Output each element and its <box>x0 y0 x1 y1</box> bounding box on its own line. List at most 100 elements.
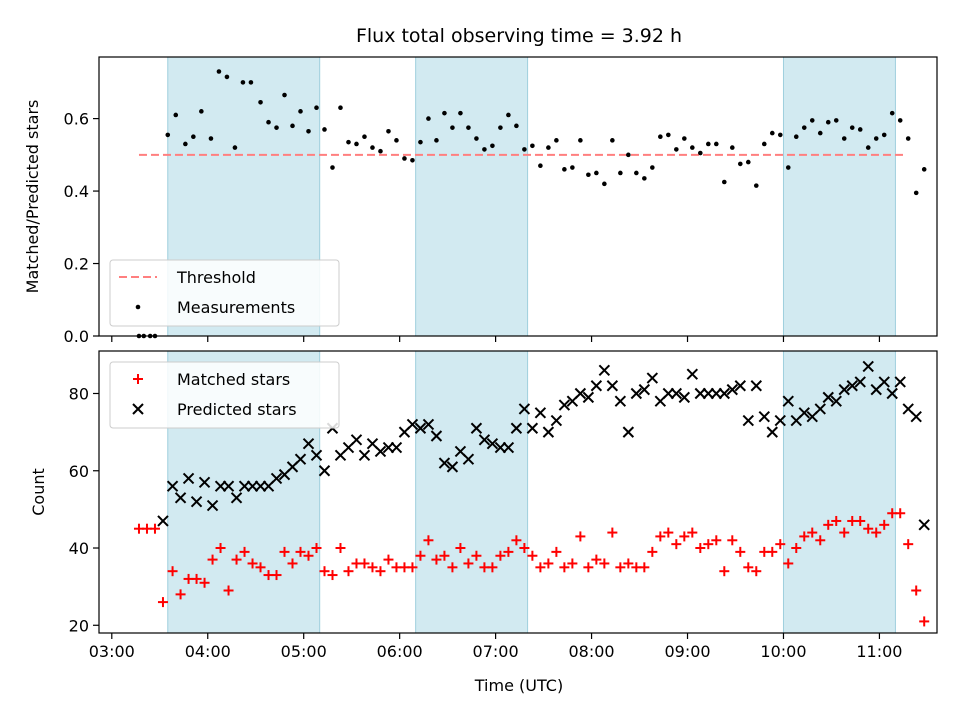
predicted-star-point-59 <box>630 387 643 400</box>
measurement-point-38 <box>442 110 447 116</box>
predicted-x-b <box>318 465 331 477</box>
measurement-point-31 <box>386 128 391 134</box>
matched-star-point-88 <box>839 527 850 538</box>
predicted-x-b <box>198 476 211 489</box>
matched-star-point-51 <box>543 558 554 569</box>
predicted-star-point-64 <box>670 387 683 400</box>
measurement-point-4 <box>165 132 171 138</box>
legend-predicted-handle-b <box>132 403 144 415</box>
predicted-star-point-38 <box>462 453 475 465</box>
predicted-star-point-32 <box>414 422 427 434</box>
matched-star-point-29 <box>367 562 378 573</box>
bottom-legend-box <box>109 361 340 429</box>
predicted-x-b <box>830 395 842 407</box>
measurement-point-9 <box>208 136 214 141</box>
matched-star-point-19 <box>287 558 298 569</box>
x-tick-label-2: 05:00 <box>281 642 327 661</box>
matched-star-point-46 <box>503 546 514 557</box>
matched-star-point-70 <box>695 543 706 554</box>
measurement-point-18 <box>282 92 287 98</box>
predicted-star-point-76 <box>766 426 778 438</box>
predicted-star-point-49 <box>550 414 563 427</box>
measurement-point-37 <box>434 138 439 143</box>
predicted-star-point-33 <box>422 418 435 431</box>
predicted-star-point-8 <box>222 480 235 492</box>
measurement-point-85 <box>817 130 823 136</box>
predicted-x-b <box>814 403 826 415</box>
matched-star-point-3 <box>157 597 168 608</box>
matched-star-point-48 <box>519 543 530 554</box>
matched-star-point-52 <box>551 546 562 557</box>
predicted-star-point-75 <box>758 410 770 423</box>
measurement-point-54 <box>570 165 575 170</box>
predicted-star-point-92 <box>894 376 906 388</box>
matched-star-point-85 <box>815 535 826 546</box>
matched-star-point-61 <box>623 558 634 569</box>
matched-star-point-72 <box>711 535 722 546</box>
predicted-x-b <box>454 445 467 458</box>
measurement-point-60 <box>618 170 623 176</box>
predicted-x-b <box>782 395 794 407</box>
predicted-star-point-47 <box>534 407 547 419</box>
predicted-x-b <box>446 461 459 473</box>
measurement-point-80 <box>777 132 783 138</box>
matched-star-point-90 <box>855 515 866 526</box>
bottom-y-tick-label-0: 20 <box>69 616 89 635</box>
predicted-star-point-66 <box>686 368 699 380</box>
measurement-point-71 <box>706 141 711 147</box>
predicted-x-b <box>726 383 739 396</box>
matched-star-point-28 <box>359 558 370 569</box>
predicted-star-point-86 <box>846 380 858 392</box>
matched-star-point-63 <box>639 562 650 573</box>
measurement-point-22 <box>314 105 319 111</box>
matched-star-point-79 <box>767 546 778 557</box>
matched-star-point-97 <box>911 585 922 596</box>
matched-star-point-96 <box>903 539 914 550</box>
predicted-star-point-9 <box>230 492 243 504</box>
measurement-point-68 <box>682 136 687 141</box>
matched-star-point-24 <box>327 570 338 581</box>
measurement-point-58 <box>602 181 607 187</box>
matched-star-point-13 <box>239 546 250 557</box>
predicted-star-point-43 <box>502 441 515 454</box>
predicted-star-point-45 <box>518 403 531 415</box>
predicted-x-b <box>838 383 850 396</box>
top-legend: Threshold Measurements <box>109 259 340 327</box>
measurement-point-24 <box>330 165 335 170</box>
predicted-x-b <box>422 418 435 431</box>
predicted-x-b <box>750 380 762 392</box>
measurement-point-86 <box>825 119 831 125</box>
x-axis-label: Time (UTC) <box>474 676 563 695</box>
x-tick-label-7: 10:00 <box>760 642 806 661</box>
measurement-point-13 <box>240 80 246 85</box>
measurement-point-93 <box>881 132 887 138</box>
predicted-star-point-58 <box>622 426 635 438</box>
predicted-star-point-48 <box>542 426 555 438</box>
predicted-star-point-72 <box>734 380 747 392</box>
matched-star-point-4 <box>167 566 178 577</box>
measurement-point-14 <box>248 80 254 85</box>
predicted-x-b <box>550 414 563 427</box>
top-axes-frame <box>98 56 938 337</box>
matched-star-point-10 <box>215 543 226 554</box>
matched-star-point-66 <box>663 527 674 538</box>
predicted-x-b <box>574 387 587 400</box>
predicted-star-point-56 <box>606 380 619 392</box>
measurement-point-47 <box>514 123 519 129</box>
predicted-star-point-5 <box>198 476 211 489</box>
matched-star-point-44 <box>487 562 498 573</box>
matched-star-point-50 <box>535 562 546 573</box>
predicted-x-b <box>742 414 754 427</box>
matched-star-point-34 <box>407 562 418 573</box>
measurement-point-39 <box>450 125 455 130</box>
predicted-star-point-77 <box>774 414 786 427</box>
matched-star-point-87 <box>831 515 842 526</box>
matched-star-point-5 <box>175 589 186 600</box>
matched-star-point-64 <box>647 546 658 557</box>
measurement-point-6 <box>183 141 188 147</box>
matched-star-point-82 <box>791 543 802 554</box>
matched-star-point-7 <box>191 573 202 584</box>
predicted-x-b <box>630 387 643 400</box>
predicted-x-b <box>894 376 906 388</box>
predicted-x-b <box>558 399 571 411</box>
